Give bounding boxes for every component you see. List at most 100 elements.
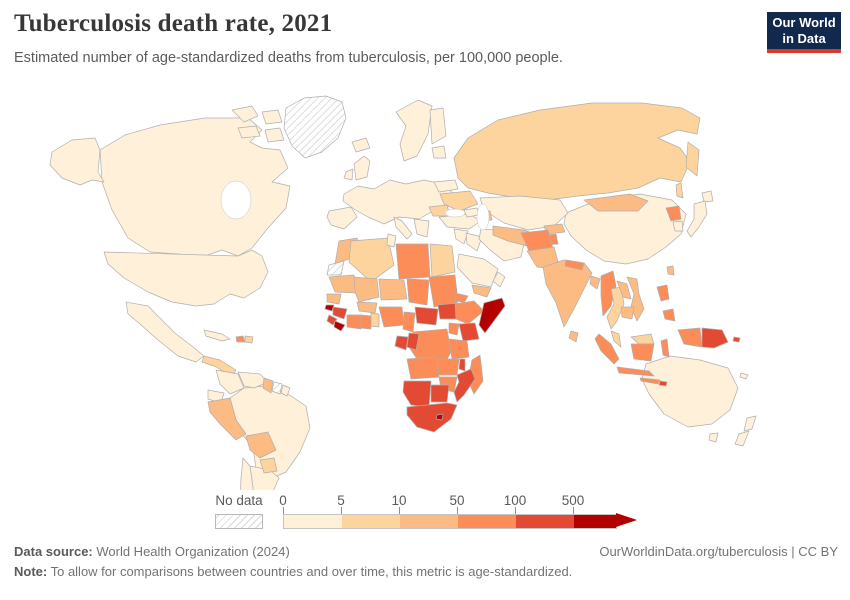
country-finland[interactable] (429, 107, 447, 145)
country-italy[interactable] (393, 216, 413, 240)
country-mali[interactable] (353, 276, 380, 303)
country-malaysia-peninsula[interactable] (610, 330, 622, 348)
country-ethiopia[interactable] (454, 300, 485, 325)
country-bangladesh[interactable] (589, 275, 601, 290)
country-cambodia[interactable] (620, 306, 635, 320)
country-canada-arctic4[interactable] (264, 127, 285, 143)
country-vietnam[interactable] (626, 276, 645, 322)
country-laos[interactable] (616, 280, 632, 300)
country-georgia[interactable] (463, 207, 480, 218)
country-ireland[interactable] (343, 168, 354, 181)
country-south-africa[interactable] (406, 402, 458, 433)
country-gabon[interactable] (394, 335, 409, 351)
country-australia[interactable] (641, 355, 739, 428)
country-guyana[interactable] (262, 377, 274, 394)
country-egypt[interactable] (429, 243, 456, 278)
country-liberia[interactable] (333, 320, 346, 332)
country-peru[interactable] (207, 397, 247, 441)
country-nepal[interactable] (564, 259, 585, 271)
country-uganda[interactable] (448, 322, 460, 336)
country-mongolia[interactable] (583, 193, 649, 212)
country-russia[interactable] (453, 102, 701, 201)
country-china[interactable] (563, 193, 687, 265)
country-baltics[interactable] (431, 145, 447, 159)
country-malawi[interactable] (458, 358, 466, 372)
country-chile[interactable] (240, 457, 256, 490)
country-canada[interactable] (99, 117, 291, 257)
country-belarus[interactable] (433, 179, 459, 193)
legend-bin-50-100[interactable] (458, 515, 516, 528)
country-lesotho[interactable] (435, 413, 444, 421)
country-iraq[interactable] (465, 232, 483, 252)
country-indonesia-borneo[interactable] (630, 343, 655, 362)
country-uk[interactable] (353, 155, 371, 181)
country-togo-benin[interactable] (370, 312, 380, 328)
country-new-zealand-south[interactable] (734, 430, 750, 447)
country-indonesia-java[interactable] (616, 366, 655, 377)
country-somalia[interactable] (478, 297, 506, 334)
country-nigeria[interactable] (378, 306, 405, 328)
legend-bin-0-5[interactable] (284, 515, 342, 528)
country-saudi-arabia[interactable] (456, 253, 499, 288)
country-canada-arctic3[interactable] (237, 125, 261, 139)
country-french-guiana[interactable] (280, 384, 291, 397)
legend-bin-10-50[interactable] (400, 515, 458, 528)
country-zambia[interactable] (436, 358, 460, 376)
country-suriname[interactable] (271, 381, 283, 395)
country-tanzania[interactable] (448, 338, 470, 360)
country-senegal[interactable] (326, 293, 342, 305)
country-venezuela[interactable] (237, 371, 269, 389)
country-indonesia-sulawesi[interactable] (660, 338, 670, 358)
country-indonesia-sumatra[interactable] (594, 333, 620, 365)
country-new-caledonia[interactable] (739, 372, 749, 380)
country-paraguay[interactable] (259, 457, 278, 474)
no-data-swatch[interactable] (215, 514, 263, 529)
country-colombia[interactable] (215, 369, 245, 395)
country-usa-alaska[interactable] (49, 137, 105, 186)
country-bolivia[interactable] (245, 431, 277, 459)
country-chad[interactable] (406, 278, 430, 306)
country-libya[interactable] (395, 243, 431, 280)
country-burkina-faso[interactable] (356, 301, 378, 314)
country-indonesia-lesser-sunda[interactable] (639, 377, 661, 385)
legend-bin-100-500[interactable] (516, 515, 574, 528)
country-philippines-luzon[interactable] (656, 284, 670, 302)
owid-link[interactable]: OurWorldinData.org/tuberculosis | CC BY (599, 544, 838, 559)
country-russia-sakhalin[interactable] (675, 182, 684, 199)
country-japan-honshu[interactable] (686, 200, 708, 238)
country-tunisia[interactable] (386, 233, 397, 248)
country-guinea[interactable] (332, 306, 348, 320)
country-balkans[interactable] (413, 218, 430, 238)
country-yemen[interactable] (471, 284, 492, 298)
country-sri-lanka[interactable] (568, 330, 579, 343)
country-indonesia-west-papua[interactable] (677, 327, 703, 348)
country-cuba[interactable] (203, 329, 231, 342)
country-haiti[interactable] (235, 335, 246, 343)
country-oman[interactable] (492, 271, 506, 288)
legend-bin-5-10[interactable] (342, 515, 400, 528)
country-canada-arctic1[interactable] (231, 105, 259, 123)
owid-logo[interactable]: Our World in Data (767, 12, 841, 53)
country-iberia[interactable] (326, 206, 358, 230)
country-philippines-mindanao[interactable] (662, 308, 676, 322)
country-europe-main[interactable] (342, 179, 455, 225)
country-north-korea[interactable] (665, 205, 682, 222)
country-mexico[interactable] (125, 301, 205, 363)
country-congo[interactable] (406, 332, 420, 351)
country-timor-leste[interactable] (658, 380, 668, 387)
country-scandinavia[interactable] (395, 99, 433, 162)
country-myanmar[interactable] (600, 270, 617, 317)
country-ukraine[interactable] (439, 190, 479, 212)
country-iceland[interactable] (351, 137, 371, 153)
country-cameroon[interactable] (402, 311, 416, 333)
country-canada-arctic2[interactable] (261, 109, 283, 125)
country-mauritania[interactable] (328, 274, 358, 294)
country-india[interactable] (542, 259, 593, 328)
country-japan-hokkaido[interactable] (701, 190, 714, 203)
country-new-zealand-north[interactable] (743, 415, 757, 432)
country-central-african-republic[interactable] (414, 306, 439, 326)
country-sudan[interactable] (428, 274, 459, 308)
country-malaysia-borneo[interactable] (630, 333, 655, 345)
country-dominican-republic[interactable] (244, 335, 254, 344)
country-russia-kamchatka[interactable] (685, 141, 700, 177)
